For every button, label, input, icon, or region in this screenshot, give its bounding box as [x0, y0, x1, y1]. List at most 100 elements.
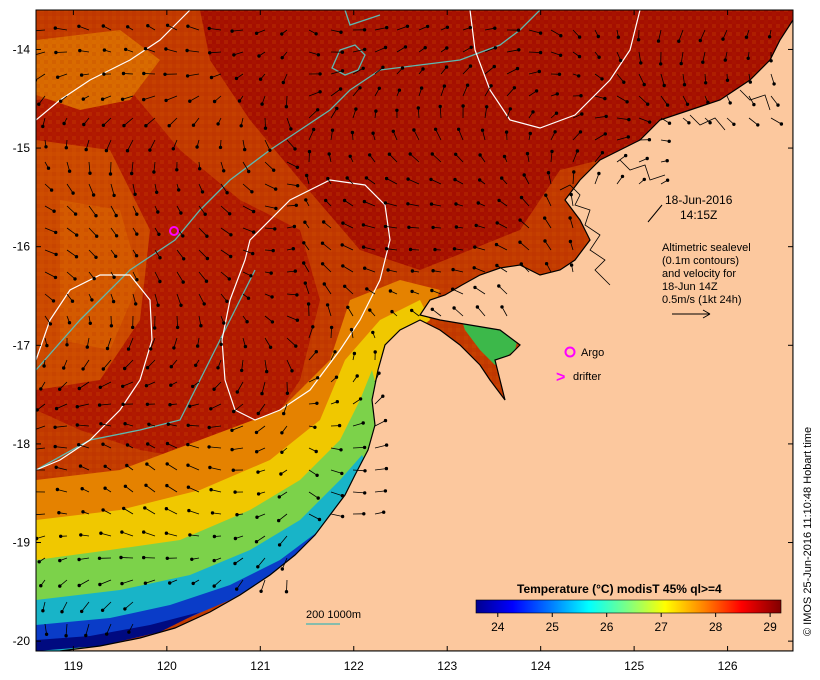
velocity-arrow-head — [256, 470, 260, 474]
velocity-arrow — [430, 179, 442, 185]
velocity-arrow-head — [318, 90, 322, 94]
velocity-arrow — [453, 307, 464, 317]
velocity-arrow-head — [284, 590, 289, 594]
argo-marker-map[interactable] — [169, 226, 179, 236]
velocity-arrow-head — [188, 99, 192, 103]
velocity-arrow-head — [90, 298, 94, 302]
velocity-arrow — [385, 226, 398, 229]
velocity-arrow — [544, 217, 552, 229]
velocity-arrow-head — [342, 198, 347, 203]
velocity-arrow — [264, 359, 268, 372]
velocity-arrow-head — [270, 320, 275, 324]
velocity-arrow-head — [233, 536, 238, 541]
velocity-arrow-head — [363, 47, 367, 52]
velocity-arrow — [165, 95, 178, 101]
velocity-arrow-head — [212, 558, 216, 563]
velocity-arrow-head — [145, 442, 150, 446]
velocity-arrow-head — [478, 178, 482, 182]
velocity-arrow-head — [580, 112, 584, 116]
velocity-arrow-head — [361, 421, 365, 425]
velocity-arrow-head — [620, 174, 625, 179]
velocity-arrow-head — [425, 24, 430, 29]
velocity-arrow-head — [452, 306, 456, 310]
altimetry-line-1: Altimetric sealevel — [662, 242, 751, 254]
velocity-arrow-head — [647, 137, 652, 142]
velocity-arrow-head — [335, 400, 339, 404]
velocity-arrow-head — [94, 255, 98, 259]
velocity-arrow — [103, 117, 112, 126]
velocity-arrow-head — [352, 351, 357, 356]
velocity-arrow-head — [101, 442, 105, 446]
velocity-arrow — [374, 468, 387, 471]
velocity-arrow — [198, 205, 206, 215]
velocity-arrow — [38, 95, 46, 105]
velocity-arrow-head — [231, 409, 236, 414]
velocity-arrow-head — [559, 34, 563, 38]
velocity-arrow-head — [82, 122, 86, 127]
velocity-arrow-head — [207, 445, 211, 449]
velocity-arrow — [236, 381, 244, 393]
velocity-arrow-head — [121, 402, 125, 406]
velocity-arrow — [330, 29, 342, 33]
velocity-arrow-head — [179, 303, 183, 307]
velocity-arrow-head — [74, 255, 79, 259]
velocity-arrow-head — [316, 53, 321, 57]
velocity-arrow — [56, 403, 68, 409]
velocity-arrow — [44, 249, 57, 255]
velocity-arrow-head — [164, 47, 168, 51]
velocity-arrow-head — [120, 97, 125, 101]
velocity-arrow-head — [412, 128, 416, 132]
velocity-arrow-head — [642, 177, 646, 182]
velocity-arrow — [88, 161, 91, 174]
velocity-arrow-head — [554, 111, 559, 115]
velocity-arrow — [570, 194, 574, 207]
velocity-arrow-head — [227, 277, 231, 281]
velocity-arrow — [166, 463, 178, 471]
velocity-arrow-head — [645, 156, 649, 161]
velocity-arrow — [187, 464, 200, 471]
velocity-arrow — [44, 271, 56, 278]
velocity-arrow — [519, 219, 530, 229]
velocity-arrow-head — [779, 122, 784, 126]
velocity-arrow-head — [64, 634, 68, 638]
velocity-arrow-head — [263, 126, 268, 130]
velocity-arrow — [616, 136, 629, 141]
drifter-legend-label: drifter — [573, 371, 601, 383]
plot-area — [36, 10, 793, 651]
velocity-arrow-head — [340, 514, 345, 519]
velocity-arrow — [432, 308, 442, 317]
velocity-arrow — [187, 73, 200, 77]
velocity-arrow-head — [577, 35, 582, 39]
velocity-arrow-head — [772, 82, 776, 86]
velocity-arrow — [385, 202, 398, 207]
velocity-arrow-head — [667, 121, 672, 125]
velocity-arrow-head — [243, 344, 248, 349]
velocity-arrow-head — [400, 66, 405, 70]
velocity-arrow — [210, 403, 222, 410]
velocity-arrow-head — [53, 425, 57, 429]
colorbar-ticks: 24 25 26 27 28 29 — [491, 613, 777, 634]
velocity-arrow-head — [626, 135, 630, 139]
velocity-arrow-head — [167, 581, 172, 585]
velocity-arrow-head — [320, 262, 325, 266]
velocity-arrow-head — [362, 445, 367, 450]
velocity-arrow-head — [405, 24, 410, 28]
velocity-arrow-head — [163, 72, 167, 76]
velocity-arrow-head — [48, 322, 53, 326]
velocity-arrow — [308, 491, 319, 499]
velocity-arrow — [55, 51, 68, 53]
velocity-arrow — [286, 95, 288, 107]
velocity-arrow — [497, 222, 508, 229]
velocity-arrow — [455, 154, 464, 163]
velocity-arrow-head — [665, 103, 670, 107]
velocity-arrow — [198, 271, 207, 282]
velocity-arrow — [173, 337, 178, 349]
velocity-arrow — [256, 425, 266, 433]
velocity-arrow — [286, 315, 298, 321]
colorbar-tick-label: 25 — [546, 620, 560, 634]
velocity-arrow — [658, 29, 662, 42]
velocity-arrow-head — [329, 325, 334, 330]
velocity-arrow — [352, 447, 365, 449]
velocity-arrow-head — [141, 97, 146, 102]
velocity-arrow-head — [708, 120, 712, 125]
